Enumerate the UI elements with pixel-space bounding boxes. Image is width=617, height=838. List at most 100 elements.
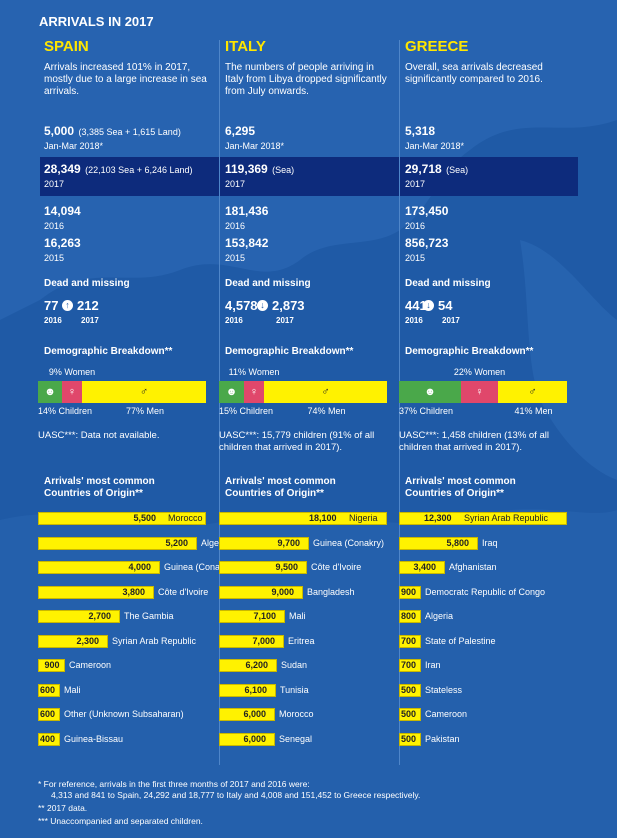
stat-label: 2016 [225,221,246,231]
child-icon: ☻ [225,386,238,398]
year-2016-label: 2016 [44,316,62,325]
origin-bar [38,708,60,721]
land-mass-east [520,240,617,480]
origin-bar [399,561,445,574]
demographic-heading: Demographic Breakdown** [44,346,173,357]
stat-label: 2017 [225,179,246,189]
origins-heading-1: Arrivals' most common [405,476,516,487]
country-summary: The numbers of people arriving in Italy … [225,62,387,97]
origin-bar [38,512,206,525]
stat-value-line: 856,723 [405,234,448,252]
origin-bar [38,683,60,697]
origin-country: State of Palestine [425,635,496,646]
children-segment: ☻ [219,381,244,403]
stat-y2016: 14,094 2016 [44,202,81,231]
dead-missing-heading: Dead and missing [225,278,311,289]
origin-value: 5,200 [165,537,189,548]
uasc-note: UASC***: Data not available. [38,430,160,441]
land-mass-south [0,509,617,838]
origin-value: 900 [44,660,60,670]
women-percent-label: 11% Women [228,367,280,377]
country-title: GREECE [405,38,469,55]
origin-country: Syrian Arab Republic [112,635,197,646]
origin-country: Syrian Arab Republic [464,513,549,523]
children-segment: ☻ [399,381,461,403]
origin-bar [219,561,307,574]
woman-icon: ♀ [475,386,484,398]
children-percent-label: 37% Children [399,406,454,416]
women-segment: ♀ [461,381,498,403]
origin-country: Algeria [425,611,454,621]
origin-country: Côte d'Ivoire [311,562,362,572]
children-segment: ☻ [38,381,62,403]
dead-missing-figures: 4,578 2016 ↓ 2,873 2017 [225,298,390,328]
origin-country: Other (Unknown Subsaharan) [64,709,184,719]
origin-value: 500 [401,684,417,695]
origin-country: The Gambia [124,611,174,621]
year-2017-label: 2017 [81,316,99,325]
stat-y2016: 173,450 2016 [405,202,448,231]
footnote-1: * For reference, arrivals in the first t… [38,779,310,789]
origin-bar [399,708,421,721]
origin-value: 600 [40,709,56,719]
stat-y2015: 856,723 2015 [405,234,448,263]
origin-value: 2,700 [88,611,112,621]
stat-y2015: 16,263 2015 [44,234,81,263]
origin-country: Côte d'Ivoire [158,586,209,597]
origin-value: 500 [401,709,417,719]
origin-country: Eritrea [288,635,315,646]
origin-country: Morocco [279,709,314,719]
origin-value: 400 [40,733,56,744]
origin-bar [399,634,421,648]
stat-value: 6,295 [225,124,256,138]
stat-label: 2017 [44,179,65,189]
stat-label: 2016 [405,221,426,231]
origin-bar [219,585,303,599]
origin-bar [38,732,60,746]
country-summary: Arrivals increased 101% in 2017, mostly … [44,62,207,97]
origin-country: Democratc Republic of Congo [425,586,546,597]
origin-bar [38,659,65,672]
stat-value-line: 6,295 [225,122,284,140]
stat-value-line: 16,263 [44,234,81,252]
origin-value: 600 [40,684,56,695]
origin-value: 7,100 [253,611,277,621]
origin-value: 18,100 [309,513,337,523]
highlight-band-2017 [40,157,578,196]
origin-country: Guinea (Conakry) [313,537,385,548]
men-percent-label: 74% Men [307,406,346,416]
stat-detail: (Sea) [446,165,469,175]
origin-country: Cameroon [425,709,468,719]
stat-y2017: 119,369 (Sea) 2017 [225,160,294,189]
origin-value: 700 [401,635,417,646]
stat-value: 28,349 [44,162,81,176]
uasc-note: UASC***: 1,458 children (13% of all chil… [399,430,549,453]
arrow-down-circle-icon: ↓ [257,300,268,311]
stat-label: Jan-Mar 2018* [405,141,465,151]
origin-bar [399,732,421,746]
origin-bar [38,561,160,574]
footnote-2: ** 2017 data. [38,803,88,813]
dead-missing-heading: Dead and missing [405,278,491,289]
origin-value: 2,300 [76,635,100,646]
dead-2016-value: 441 [405,298,427,313]
origins-heading-2: Countries of Origin** [225,488,324,499]
origin-bar [219,610,285,623]
origin-country: Algeria [201,537,230,548]
origin-country: Senegal [279,733,313,744]
child-icon: ☻ [424,386,436,398]
men-segment: ♂ [498,381,567,403]
year-2016-label: 2016 [405,316,423,325]
stat-label: 2015 [405,253,426,263]
stat-value-line: 119,369 (Sea) [225,160,294,178]
stat-y2017: 29,718 (Sea) 2017 [405,160,468,189]
origins-heading-1: Arrivals' most common [44,476,155,487]
footnote-3: *** Unaccompanied and separated children… [38,816,203,826]
stat-value: 173,450 [405,204,449,218]
stat-detail: (3,385 Sea + 1,615 Land) [78,127,181,137]
country-title: SPAIN [44,38,89,55]
origin-country: Mali [64,684,81,695]
footnote-1-cont: 4,313 and 841 to Spain, 24,292 and 18,77… [51,790,421,800]
origin-country: Morocco [168,513,203,523]
origin-country: Afghanistan [449,562,497,572]
